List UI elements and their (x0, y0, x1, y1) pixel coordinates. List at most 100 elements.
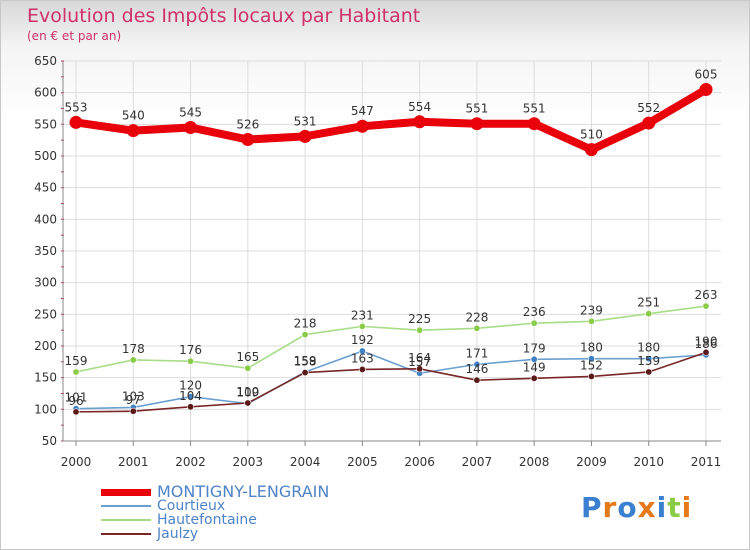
y-tick-label: 400 (34, 212, 57, 226)
legend-item: Courtieux (101, 499, 329, 513)
data-point (72, 368, 80, 376)
data-point (527, 117, 541, 131)
legend-label: Hautefontaine (157, 512, 257, 528)
data-label: 159 (65, 354, 88, 368)
series-line-courtieux (75, 350, 707, 410)
data-label: 228 (465, 310, 488, 324)
data-point (241, 133, 255, 147)
data-point (416, 326, 424, 334)
legend-swatch (101, 533, 151, 535)
chart-subtitle: (en € et par an) (27, 29, 122, 43)
data-point (187, 357, 195, 365)
data-point (358, 347, 366, 355)
brand-logo: Proxiti (581, 491, 692, 524)
y-tick-label: 550 (34, 117, 57, 131)
legend-item: MONTIGNY-LENGRAIN (101, 482, 330, 501)
data-label: 152 (580, 358, 603, 372)
brand-letter: i (656, 491, 668, 524)
data-point (587, 372, 595, 380)
data-label: 554 (408, 100, 431, 114)
data-label: 179 (523, 341, 546, 355)
data-label: 192 (351, 333, 374, 347)
data-point (645, 355, 653, 363)
data-label: 231 (351, 308, 374, 322)
data-label: 540 (122, 109, 145, 123)
data-label: 97 (126, 393, 141, 407)
data-point (584, 143, 598, 157)
legend-item: Jaulzy (101, 527, 329, 541)
data-label: 120 (179, 379, 202, 393)
data-label: 186 (695, 337, 718, 351)
data-label: 163 (351, 351, 374, 365)
data-point (645, 368, 653, 376)
y-tick-label: 350 (34, 244, 57, 258)
data-label: 190 (695, 334, 718, 348)
y-tick-label: 200 (34, 339, 57, 353)
y-tick-label: 300 (34, 276, 57, 290)
legend: MONTIGNY-LENGRAIN Courtieux Hautefontaine J… (101, 482, 330, 541)
data-label: 103 (122, 389, 145, 403)
data-label: 526 (236, 118, 259, 132)
data-label: 605 (695, 68, 718, 82)
data-label: 109 (236, 386, 259, 400)
legend-swatch (101, 519, 151, 521)
data-label: 553 (65, 100, 88, 114)
data-label: 157 (408, 355, 431, 369)
y-tick-label: 100 (34, 402, 57, 416)
x-tick-label: 2011 (691, 455, 722, 469)
data-label: 171 (465, 346, 488, 360)
data-point (587, 355, 595, 363)
data-point (69, 115, 83, 129)
data-label: 146 (465, 362, 488, 376)
data-label: 510 (580, 128, 603, 142)
data-point (72, 408, 80, 416)
x-tick-label: 2000 (61, 455, 92, 469)
x-tick-label: 2010 (633, 455, 664, 469)
data-point (530, 319, 538, 327)
data-point (244, 399, 252, 407)
series-line-hautefontaine (75, 305, 707, 373)
data-label: 551 (465, 102, 488, 116)
x-tick-label: 2006 (404, 455, 435, 469)
data-label: 110 (236, 385, 259, 399)
legend-swatch (101, 505, 151, 507)
data-point (473, 324, 481, 332)
brand-letter: i (681, 491, 693, 524)
data-point (642, 116, 656, 130)
data-point (413, 115, 427, 129)
data-point (244, 364, 252, 372)
data-point (358, 322, 366, 330)
y-tick-label: 250 (34, 307, 57, 321)
x-tick-label: 2003 (233, 455, 264, 469)
x-tick-label: 2008 (519, 455, 550, 469)
data-point (416, 365, 424, 373)
data-point (587, 317, 595, 325)
data-label: 158 (294, 355, 317, 369)
legend-label: Courtieux (157, 498, 226, 514)
data-label: 159 (637, 354, 660, 368)
data-label: 263 (695, 288, 718, 302)
data-point (298, 129, 312, 143)
data-label: 551 (523, 102, 546, 116)
data-point (301, 369, 309, 377)
data-point (301, 331, 309, 339)
legend-label: MONTIGNY-LENGRAIN (157, 482, 330, 501)
y-tick-label: 450 (34, 181, 57, 195)
x-tick-label: 2002 (175, 455, 206, 469)
brand-letter: r (602, 491, 618, 524)
data-label: 96 (68, 394, 83, 408)
data-label: 239 (580, 303, 603, 317)
data-point (129, 356, 137, 364)
data-point (645, 310, 653, 318)
y-tick-label: 650 (34, 54, 57, 68)
x-tick-label: 2004 (290, 455, 321, 469)
series-line-jaulzy (75, 351, 707, 413)
data-label: 180 (637, 341, 660, 355)
data-point (187, 403, 195, 411)
data-label: 149 (523, 360, 546, 374)
data-point (530, 374, 538, 382)
brand-letter: x (637, 491, 657, 524)
x-tick-label: 2009 (576, 455, 607, 469)
